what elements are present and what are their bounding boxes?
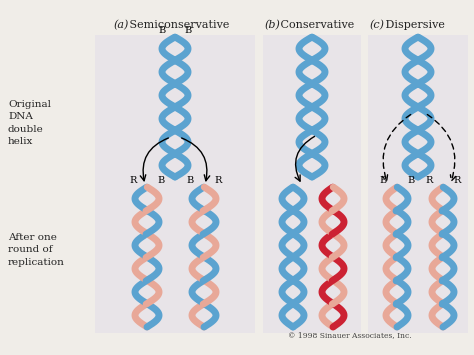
Text: B: B [157, 176, 164, 185]
Text: Semiconservative: Semiconservative [126, 20, 229, 30]
Bar [263, 35, 361, 333]
Text: © 1998 Sinauer Associates, Inc.: © 1998 Sinauer Associates, Inc. [288, 331, 412, 339]
Text: (a): (a) [114, 20, 129, 30]
Text: B: B [184, 26, 191, 35]
Text: B: B [379, 176, 387, 185]
Text: R: R [425, 176, 433, 185]
Text: R: R [214, 176, 222, 185]
Text: Original
DNA
double
helix: Original DNA double helix [8, 100, 51, 146]
Text: B: B [407, 176, 415, 185]
Text: B: B [158, 26, 165, 35]
Bar [95, 35, 255, 333]
Text: B: B [186, 176, 193, 185]
Text: After one
round of
replication: After one round of replication [8, 233, 65, 267]
Text: (b): (b) [265, 20, 281, 30]
Text: Dispersive: Dispersive [382, 20, 445, 30]
Text: R: R [453, 176, 461, 185]
Text: R: R [129, 176, 137, 185]
Text: (c): (c) [370, 20, 385, 30]
Text: Conservative: Conservative [277, 20, 354, 30]
Bar [368, 35, 468, 333]
